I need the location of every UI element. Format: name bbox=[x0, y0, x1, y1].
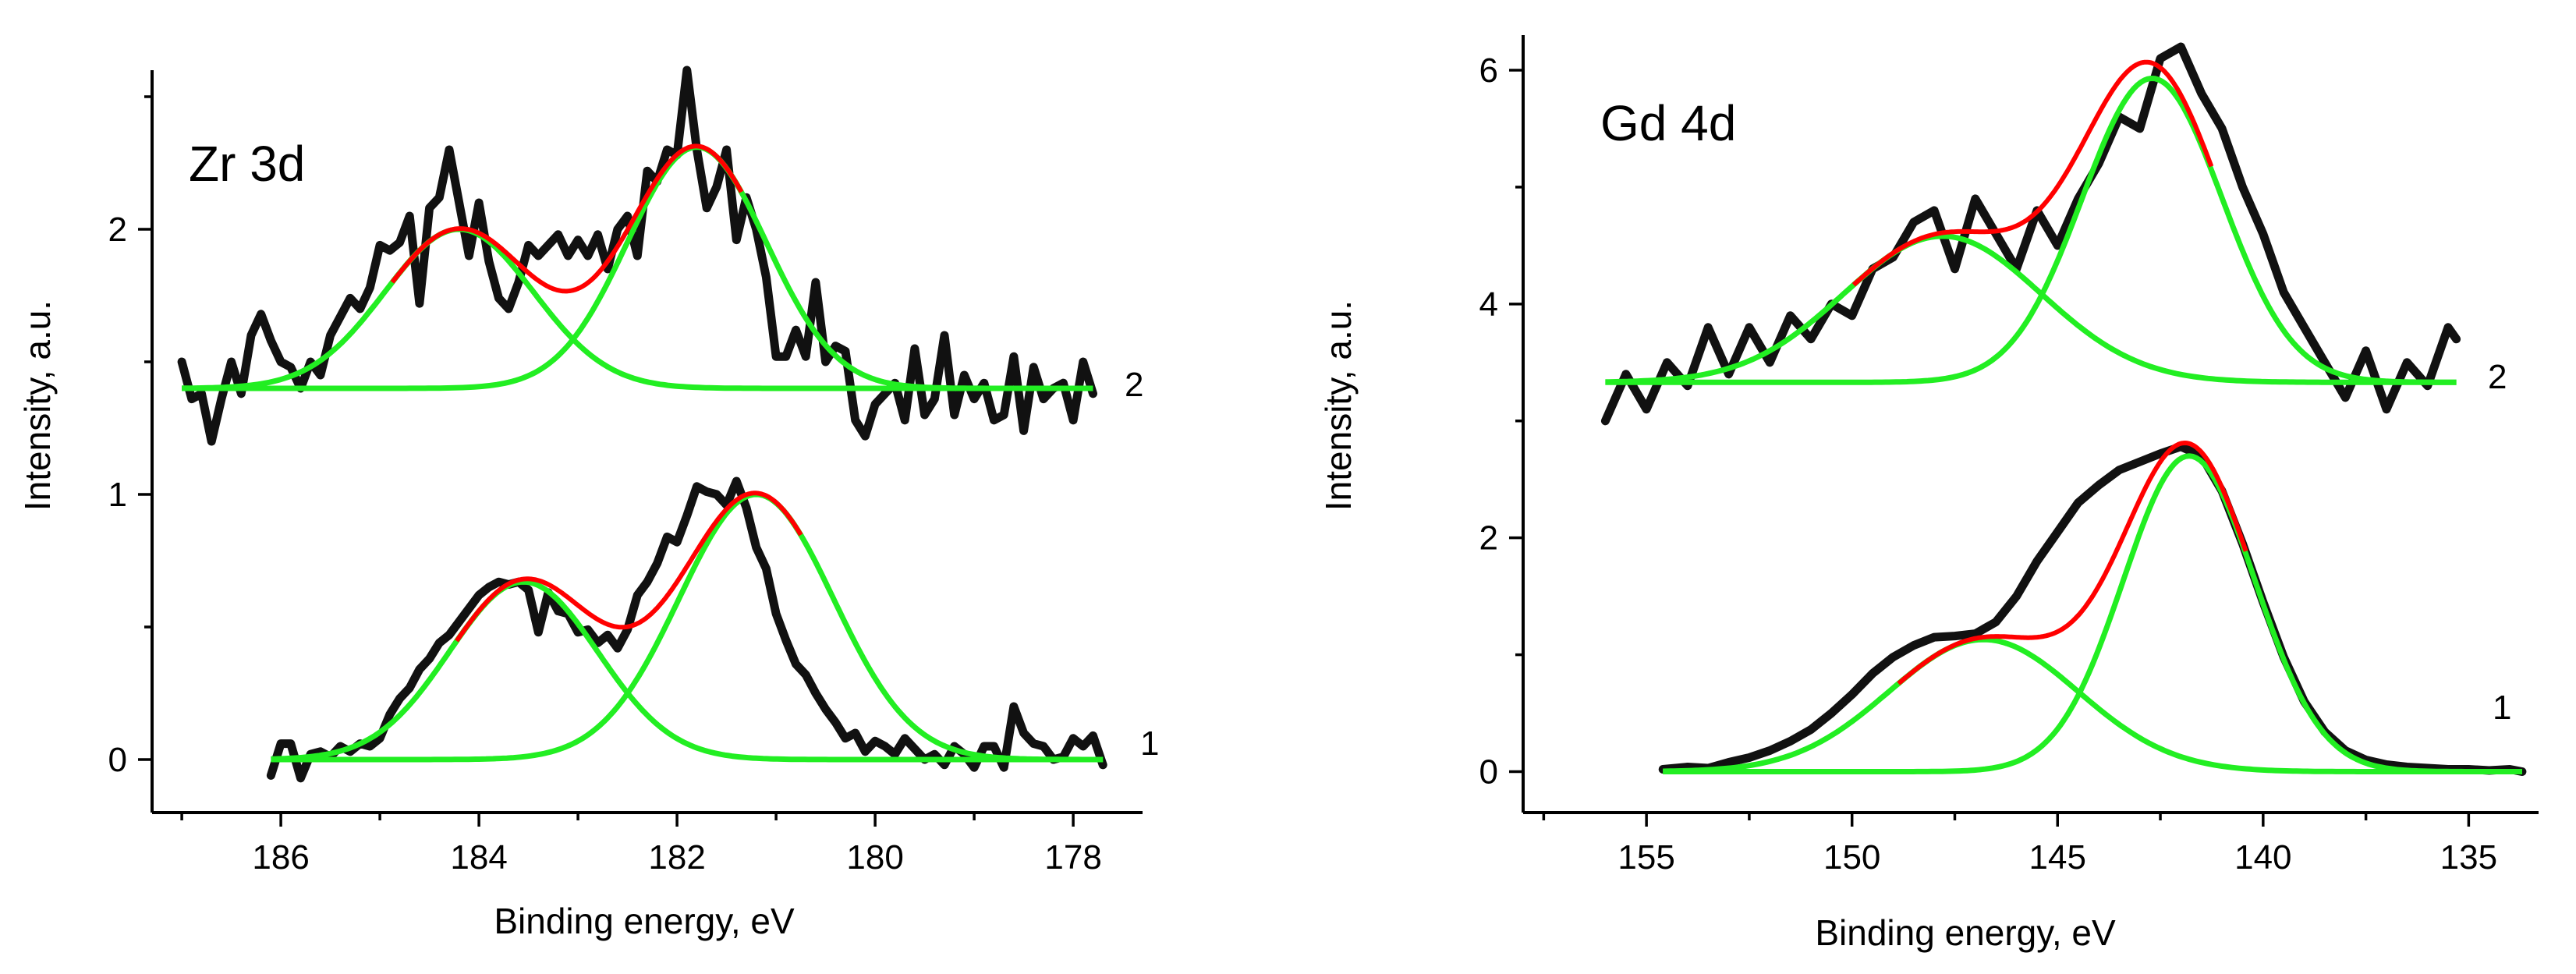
zr-spectrum-2-experimental-line bbox=[177, 66, 1097, 446]
x-axis-title-gd: Binding energy, eV bbox=[1815, 912, 2116, 953]
zr-y-tick-label: 1 bbox=[108, 476, 127, 514]
gd-spectrum-1-envelope-line bbox=[1897, 441, 2248, 685]
gd-x-tick-label: 150 bbox=[1823, 838, 1880, 877]
gd-spectrum-2-component-2-line bbox=[1605, 76, 2457, 385]
zr-spectrum-1-envelope-line bbox=[455, 491, 803, 643]
zr-y-tick-label: 2 bbox=[108, 211, 127, 249]
gd-axes: 0 2 4 6 155 150 145 140 135 bbox=[1479, 35, 2539, 877]
zr-spectrum-2-component-2-line bbox=[182, 144, 1093, 391]
zr-x-tick-label: 178 bbox=[1044, 838, 1101, 877]
panel-title-zr-3d: Zr 3d bbox=[189, 136, 305, 192]
zr-spectrum-1-component-2-line bbox=[271, 491, 1104, 763]
zr-spectrum-1-component-1-line bbox=[271, 579, 1104, 763]
y-axis-title-zr: Intensity, a.u. bbox=[17, 300, 58, 511]
gd-4d-panel: Gd 4d Intensity, a.u. Binding energy, eV… bbox=[1318, 35, 2539, 953]
gd-y-tick-label: 0 bbox=[1479, 753, 1498, 792]
zr-spectrum-1-experimental-line bbox=[266, 476, 1107, 783]
gd-y-tick-label: 4 bbox=[1479, 285, 1498, 324]
zr-x-tick-label: 180 bbox=[846, 838, 903, 877]
zr-curves bbox=[177, 66, 1107, 783]
zr-spectrum-2-envelope-line bbox=[390, 143, 744, 294]
gd-spectrum-1-component-2-line bbox=[1663, 453, 2522, 774]
zr-x-tick-label: 182 bbox=[648, 838, 705, 877]
gd-x-tick-label: 140 bbox=[2234, 838, 2291, 877]
zr-x-tick-label: 184 bbox=[450, 838, 507, 877]
gd-series-label-1: 1 bbox=[2493, 689, 2511, 727]
gd-x-tick-label: 135 bbox=[2440, 838, 2497, 877]
gd-spectrum-1-experimental-line bbox=[1658, 442, 2527, 776]
gd-series-label-2: 2 bbox=[2488, 358, 2507, 396]
zr-3d-panel: Zr 3d Intensity, a.u. Binding energy, eV… bbox=[17, 66, 1159, 941]
zr-series-label-2: 2 bbox=[1125, 366, 1143, 404]
panel-title-gd-4d: Gd 4d bbox=[1600, 95, 1736, 151]
gd-x-tick-label: 145 bbox=[2029, 838, 2086, 877]
gd-spectrum-2-envelope-line bbox=[1851, 59, 2214, 287]
gd-y-tick-label: 6 bbox=[1479, 51, 1498, 90]
zr-axes: 0 1 2 186 184 182 180 178 bbox=[108, 70, 1143, 877]
x-axis-title-zr: Binding energy, eV bbox=[494, 901, 795, 941]
gd-spectrum-2-component-1-line bbox=[1605, 233, 2457, 385]
gd-y-tick-label: 2 bbox=[1479, 519, 1498, 558]
zr-x-tick-label: 186 bbox=[252, 838, 309, 877]
zr-series-label-1: 1 bbox=[1140, 724, 1159, 763]
gd-spectrum-1-component-1-line bbox=[1663, 636, 2522, 774]
y-axis-title-gd: Intensity, a.u. bbox=[1318, 300, 1359, 511]
gd-x-tick-label: 155 bbox=[1618, 838, 1674, 877]
zr-y-tick-label: 0 bbox=[108, 741, 127, 779]
gd-curves bbox=[1600, 42, 2527, 776]
